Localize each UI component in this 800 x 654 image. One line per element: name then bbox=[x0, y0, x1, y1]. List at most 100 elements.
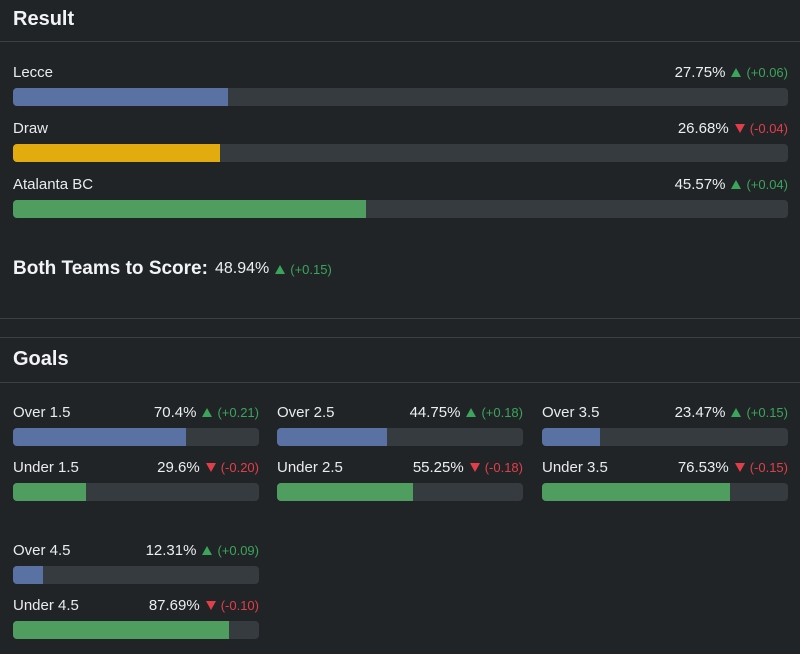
market-odds: 26.68% (-0.04) bbox=[678, 120, 788, 137]
trend-up-icon bbox=[731, 180, 742, 189]
probability-delta: (+0.21) bbox=[217, 405, 259, 420]
goals-row: Over 3.5 23.47% (+0.15) bbox=[542, 404, 788, 446]
goals-row: Under 1.5 29.6% (-0.20) bbox=[13, 459, 259, 501]
probability-delta: (+0.15) bbox=[746, 405, 788, 420]
trend-down-icon bbox=[205, 601, 216, 610]
goals-header: Goals bbox=[0, 338, 800, 383]
market-label: Under 3.5 bbox=[542, 459, 608, 476]
market-odds: 29.6% (-0.20) bbox=[157, 459, 259, 476]
probability-value: 76.53% bbox=[677, 459, 729, 476]
trend-down-icon bbox=[734, 124, 745, 133]
probability-bar-fill bbox=[13, 88, 229, 106]
market-odds: 87.69% (-0.10) bbox=[149, 597, 259, 614]
btts-percentage: 48.94% bbox=[214, 260, 270, 277]
probability-bar bbox=[13, 566, 259, 584]
probability-bar-fill bbox=[13, 621, 229, 639]
goals-row: Under 2.5 55.25% (-0.18) bbox=[277, 459, 523, 501]
market-label: Over 2.5 bbox=[277, 404, 335, 421]
probability-bar-fill bbox=[277, 428, 388, 446]
trend-down-icon bbox=[734, 463, 745, 472]
probability-bar-fill bbox=[542, 428, 600, 446]
market-odds: 70.4% (+0.21) bbox=[154, 404, 259, 421]
goals-row: Over 1.5 70.4% (+0.21) bbox=[13, 404, 259, 446]
probability-bar-fill bbox=[542, 483, 731, 501]
goals-row: Under 4.5 87.69% (-0.10) bbox=[13, 597, 259, 639]
section-divider bbox=[0, 318, 800, 319]
goals-panel: Goals bbox=[0, 337, 800, 383]
probability-delta: (-0.10) bbox=[220, 598, 259, 613]
probability-bar bbox=[13, 200, 788, 218]
probability-delta: (+0.06) bbox=[746, 65, 788, 80]
trend-up-icon bbox=[202, 408, 213, 417]
result-row: Draw 26.68% (-0.04) bbox=[13, 120, 788, 162]
probability-value: 26.68% bbox=[677, 120, 729, 137]
both-teams-to-score: Both Teams to Score: 48.94% (+0.15) bbox=[13, 258, 332, 280]
probability-bar bbox=[13, 428, 259, 446]
market-odds: 76.53% (-0.15) bbox=[678, 459, 788, 476]
probability-bar bbox=[13, 621, 259, 639]
goals-title: Goals bbox=[13, 348, 69, 370]
result-row: Atalanta BC 45.57% (+0.04) bbox=[13, 176, 788, 218]
probability-bar-fill bbox=[13, 200, 367, 218]
probability-value: 45.57% bbox=[674, 176, 726, 193]
trend-down-icon bbox=[469, 463, 480, 472]
probability-value: 29.6% bbox=[157, 459, 200, 476]
trend-up-icon bbox=[731, 68, 742, 77]
market-label: Over 3.5 bbox=[542, 404, 600, 421]
result-header: Result bbox=[0, 0, 800, 42]
probability-bar-fill bbox=[13, 483, 86, 501]
trend-up-icon bbox=[202, 546, 213, 555]
market-label: Atalanta BC bbox=[13, 176, 94, 193]
probability-bar bbox=[277, 428, 523, 446]
probability-delta: (+0.09) bbox=[217, 543, 259, 558]
probability-value: 23.47% bbox=[674, 404, 726, 421]
probability-delta: (-0.18) bbox=[484, 460, 523, 475]
market-label: Under 4.5 bbox=[13, 597, 79, 614]
result-panel: Result bbox=[0, 0, 800, 42]
probability-value: 87.69% bbox=[148, 597, 200, 614]
goals-row: Under 3.5 76.53% (-0.15) bbox=[542, 459, 788, 501]
probability-bar bbox=[277, 483, 523, 501]
probability-bar-fill bbox=[13, 428, 187, 446]
market-label: Draw bbox=[13, 120, 49, 137]
probability-delta: (+0.18) bbox=[481, 405, 523, 420]
probability-bar bbox=[542, 483, 788, 501]
probability-delta: (-0.04) bbox=[749, 121, 788, 136]
trend-down-icon bbox=[205, 463, 216, 472]
trend-up-icon bbox=[275, 264, 286, 274]
probability-bar bbox=[542, 428, 788, 446]
probability-bar-fill bbox=[13, 144, 220, 162]
market-label: Over 4.5 bbox=[13, 542, 71, 559]
probability-bar-fill bbox=[13, 566, 44, 584]
result-title: Result bbox=[13, 8, 75, 30]
market-odds: 45.57% (+0.04) bbox=[675, 176, 788, 193]
probability-bar bbox=[13, 483, 259, 501]
market-odds: 27.75% (+0.06) bbox=[675, 64, 788, 81]
probability-delta: (-0.15) bbox=[749, 460, 788, 475]
trend-up-icon bbox=[466, 408, 477, 417]
market-label: Under 1.5 bbox=[13, 459, 79, 476]
probability-value: 44.75% bbox=[409, 404, 461, 421]
probability-delta: (-0.20) bbox=[220, 460, 259, 475]
market-label: Lecce bbox=[13, 64, 54, 81]
market-odds: 23.47% (+0.15) bbox=[675, 404, 788, 421]
market-odds: 44.75% (+0.18) bbox=[410, 404, 523, 421]
goals-row: Over 2.5 44.75% (+0.18) bbox=[277, 404, 523, 446]
probability-value: 55.25% bbox=[412, 459, 464, 476]
probability-bar-fill bbox=[277, 483, 413, 501]
probability-bar bbox=[13, 144, 788, 162]
market-odds: 55.25% (-0.18) bbox=[413, 459, 523, 476]
probability-value: 27.75% bbox=[674, 64, 726, 81]
trend-up-icon bbox=[731, 408, 742, 417]
market-odds: 12.31% (+0.09) bbox=[146, 542, 259, 559]
result-row: Lecce 27.75% (+0.06) bbox=[13, 64, 788, 106]
goals-row: Over 4.5 12.31% (+0.09) bbox=[13, 542, 259, 584]
btts-label: Both Teams to Score: bbox=[13, 258, 208, 279]
market-label: Under 2.5 bbox=[277, 459, 343, 476]
probability-value: 70.4% bbox=[153, 404, 197, 421]
probability-value: 12.31% bbox=[145, 542, 197, 559]
probability-bar bbox=[13, 88, 788, 106]
probability-delta: (+0.04) bbox=[746, 177, 788, 192]
market-label: Over 1.5 bbox=[13, 404, 71, 421]
btts-delta: (+0.15) bbox=[290, 261, 332, 277]
